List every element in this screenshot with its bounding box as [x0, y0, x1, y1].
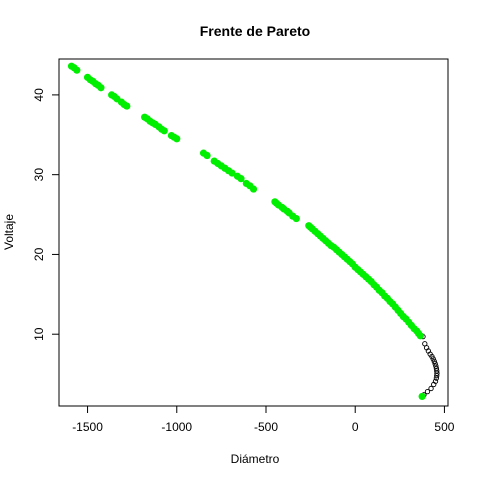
x-axis-label: Diámetro — [231, 452, 280, 466]
y-tick-label: 10 — [32, 327, 46, 341]
pareto-point — [73, 66, 81, 74]
dominated-point — [432, 361, 438, 367]
dominated-point — [433, 363, 439, 369]
pareto-point — [173, 135, 181, 143]
pareto-point — [203, 151, 211, 160]
x-tick-label: 500 — [434, 420, 454, 434]
y-axis: 10 20 30 40 — [32, 88, 60, 341]
pareto-point — [416, 332, 424, 340]
y-tick-label: 30 — [32, 168, 46, 182]
chart-title: Frente de Pareto — [200, 23, 310, 39]
pareto-point — [237, 175, 245, 183]
pareto-point — [123, 102, 131, 110]
dominated-point — [428, 385, 434, 392]
dominated-point — [433, 375, 440, 381]
pareto-point — [160, 127, 168, 135]
x-tick-label: 0 — [352, 420, 359, 434]
y-axis-label: Voltaje — [2, 214, 16, 250]
x-tick-label: -500 — [254, 420, 278, 434]
data-points — [67, 62, 440, 401]
dominated-point — [431, 381, 437, 388]
pareto-point — [292, 214, 300, 223]
x-axis: -1500 -1000 -500 0 500 — [72, 405, 455, 434]
dominated-point — [431, 358, 437, 364]
pareto-point — [418, 392, 426, 401]
pareto-point — [97, 84, 105, 92]
y-tick-label: 40 — [32, 88, 46, 102]
x-tick-label: -1000 — [161, 420, 192, 434]
dominated-point — [434, 373, 440, 379]
y-tick-label: 20 — [32, 247, 46, 261]
pareto-point — [249, 185, 258, 193]
pareto-point — [228, 169, 236, 177]
plot-frame — [58, 58, 449, 407]
x-tick-label: -1500 — [72, 420, 103, 434]
dominated-point — [424, 388, 431, 395]
